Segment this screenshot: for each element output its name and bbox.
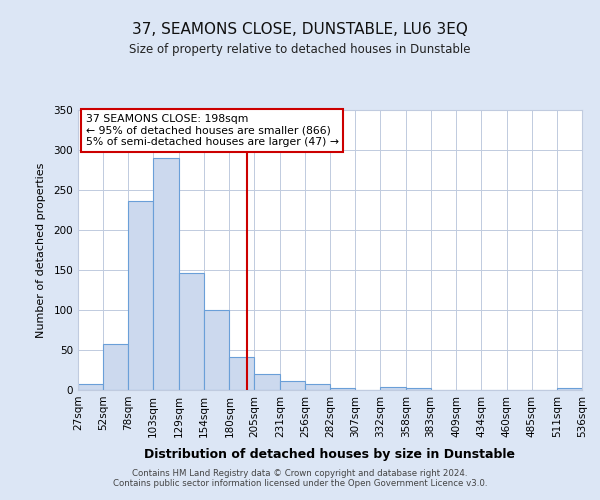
Text: Contains HM Land Registry data © Crown copyright and database right 2024.: Contains HM Land Registry data © Crown c… <box>132 469 468 478</box>
Y-axis label: Number of detached properties: Number of detached properties <box>37 162 46 338</box>
Bar <box>254 374 280 390</box>
Bar <box>380 387 406 390</box>
Bar <box>406 388 431 390</box>
Bar <box>153 158 179 390</box>
Bar <box>179 273 204 390</box>
X-axis label: Distribution of detached houses by size in Dunstable: Distribution of detached houses by size … <box>145 448 515 461</box>
Bar <box>229 357 254 390</box>
Text: 37 SEAMONS CLOSE: 198sqm
← 95% of detached houses are smaller (866)
5% of semi-d: 37 SEAMONS CLOSE: 198sqm ← 95% of detach… <box>86 114 338 148</box>
Bar <box>557 388 582 390</box>
Bar <box>78 384 103 390</box>
Text: Size of property relative to detached houses in Dunstable: Size of property relative to detached ho… <box>129 42 471 56</box>
Bar <box>204 310 229 390</box>
Bar <box>280 381 305 390</box>
Bar <box>128 201 153 390</box>
Text: Contains public sector information licensed under the Open Government Licence v3: Contains public sector information licen… <box>113 479 487 488</box>
Bar <box>103 344 128 390</box>
Text: 37, SEAMONS CLOSE, DUNSTABLE, LU6 3EQ: 37, SEAMONS CLOSE, DUNSTABLE, LU6 3EQ <box>132 22 468 38</box>
Bar <box>305 384 331 390</box>
Bar <box>331 388 355 390</box>
